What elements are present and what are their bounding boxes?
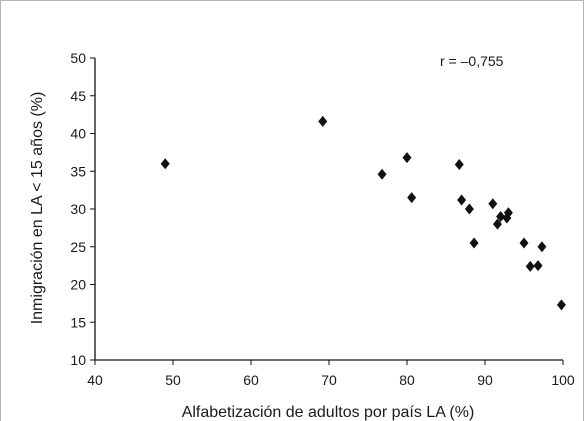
tick-labels: 10 15 20 25 30 35 40 45 50 40 50 60 70 80 90 100 — [70, 50, 574, 388]
x-tick-label: 70 — [321, 372, 337, 388]
y-tick-label: 35 — [70, 163, 86, 179]
correlation-annotation: r = –0,755 — [440, 53, 504, 69]
data-point — [488, 198, 498, 210]
x-tick-label: 60 — [243, 372, 259, 388]
y-axis-title: Inmigración en LA < 15 años (%) — [29, 92, 46, 325]
data-point — [407, 192, 417, 204]
y-tick-label: 40 — [70, 126, 86, 142]
x-tick-label: 100 — [551, 372, 575, 388]
data-point — [496, 211, 506, 223]
data-point — [160, 158, 170, 170]
y-tick-label: 15 — [70, 314, 86, 330]
data-point — [402, 152, 412, 164]
data-point — [377, 168, 387, 180]
x-tick-label: 50 — [165, 372, 181, 388]
y-tick-label: 10 — [70, 352, 86, 368]
x-tick-label: 90 — [477, 372, 493, 388]
data-point — [525, 260, 535, 272]
data-point — [457, 194, 467, 206]
data-point — [318, 115, 328, 127]
data-point — [464, 203, 474, 215]
data-point — [533, 260, 543, 272]
y-tick-label: 45 — [70, 88, 86, 104]
data-point — [454, 158, 464, 170]
data-point — [469, 237, 479, 249]
data-point — [519, 237, 529, 249]
y-tick-label: 20 — [70, 277, 86, 293]
data-point — [503, 207, 513, 219]
y-tick-label: 30 — [70, 201, 86, 217]
y-tick-label: 25 — [70, 239, 86, 255]
x-axis-title: Alfabetización de adultos por país LA (%… — [182, 404, 475, 421]
y-tick-label: 50 — [70, 50, 86, 66]
data-point — [492, 218, 502, 230]
data-point — [537, 241, 547, 253]
data-point — [556, 299, 566, 311]
x-tick-label: 80 — [399, 372, 415, 388]
x-tick-label: 40 — [87, 372, 103, 388]
axes — [90, 57, 564, 365]
data-points — [160, 115, 566, 311]
